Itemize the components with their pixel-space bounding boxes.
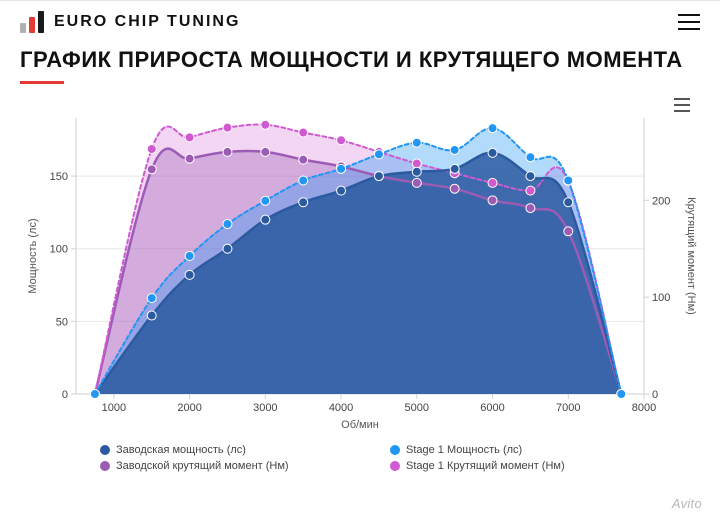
svg-text:8000: 8000 [632, 402, 656, 414]
chart-container: 10002000300040005000600070008000Об/мин05… [0, 92, 720, 440]
svg-text:0: 0 [652, 389, 658, 401]
legend-label: Stage 1 Крутящий момент (Нм) [406, 460, 565, 472]
svg-text:7000: 7000 [556, 402, 580, 414]
svg-text:2000: 2000 [177, 402, 201, 414]
legend-label: Заводской крутящий момент (Нм) [116, 460, 289, 472]
legend-item-torque_stage1[interactable]: Stage 1 Крутящий момент (Нм) [390, 460, 660, 472]
title-block: ГРАФИК ПРИРОСТА МОЩНОСТИ И КРУТЯЩЕГО МОМ… [0, 43, 720, 92]
svg-text:4000: 4000 [329, 402, 353, 414]
legend-item-torque_stock[interactable]: Заводской крутящий момент (Нм) [100, 460, 370, 472]
svg-text:6000: 6000 [480, 402, 504, 414]
svg-text:100: 100 [652, 292, 670, 304]
svg-text:Об/мин: Об/мин [341, 419, 379, 431]
page-title: ГРАФИК ПРИРОСТА МОЩНОСТИ И КРУТЯЩЕГО МОМ… [20, 47, 700, 73]
svg-text:3000: 3000 [253, 402, 277, 414]
svg-text:100: 100 [50, 244, 68, 256]
legend-swatch [100, 461, 110, 471]
power-torque-chart: 10002000300040005000600070008000Об/мин05… [20, 92, 700, 432]
watermark: Avito [672, 496, 702, 511]
svg-text:200: 200 [652, 195, 670, 207]
legend-label: Заводская мощность (лс) [116, 444, 246, 456]
brand[interactable]: EURO CHIP TUNING [20, 11, 240, 33]
svg-text:50: 50 [56, 316, 68, 328]
svg-text:5000: 5000 [405, 402, 429, 414]
legend-item-power_stage1[interactable]: Stage 1 Мощность (лс) [390, 444, 660, 456]
chart-menu-icon[interactable] [674, 98, 690, 112]
brand-name: EURO CHIP TUNING [54, 13, 240, 31]
svg-text:Крутящий момент (Нм): Крутящий момент (Нм) [685, 197, 697, 315]
svg-text:1000: 1000 [102, 402, 126, 414]
header-bar: EURO CHIP TUNING [0, 1, 720, 43]
legend-swatch [390, 445, 400, 455]
svg-text:150: 150 [50, 171, 68, 183]
chart-legend: Заводская мощность (лс) Stage 1 Мощность … [0, 440, 720, 476]
legend-swatch [100, 445, 110, 455]
logo-icon [20, 11, 46, 33]
legend-label: Stage 1 Мощность (лс) [406, 444, 522, 456]
svg-text:Мощность (лс): Мощность (лс) [27, 218, 39, 293]
legend-item-power_stock[interactable]: Заводская мощность (лс) [100, 444, 370, 456]
menu-icon[interactable] [678, 14, 700, 30]
svg-text:0: 0 [62, 389, 68, 401]
title-accent [20, 81, 64, 84]
legend-swatch [390, 461, 400, 471]
